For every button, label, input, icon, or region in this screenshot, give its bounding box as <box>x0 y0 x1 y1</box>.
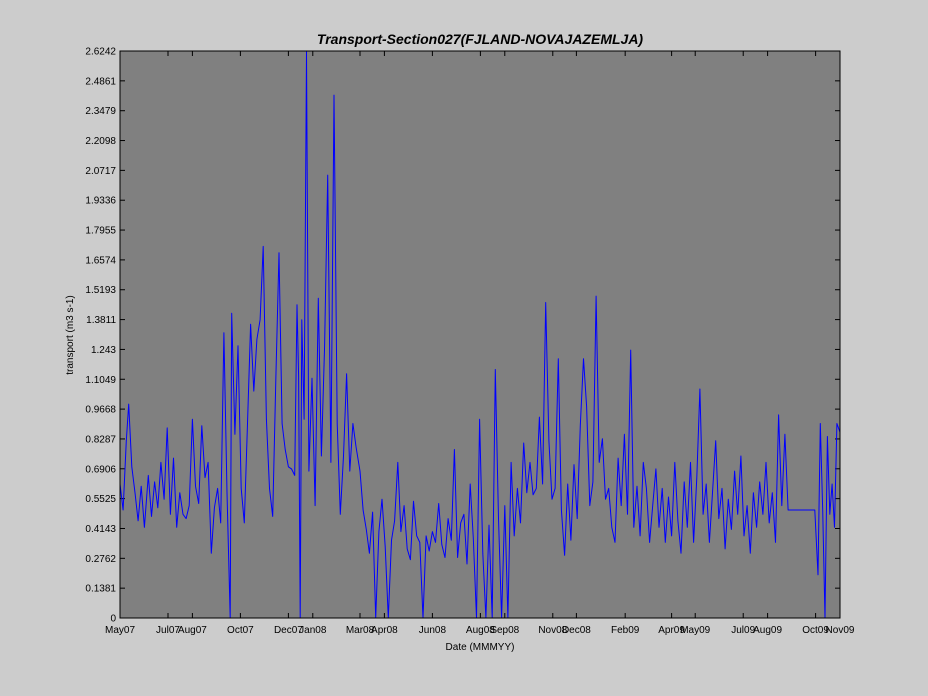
y-tick-label: 1.6574 <box>85 255 116 266</box>
x-tick-label: Aug08 <box>466 625 495 636</box>
y-tick-label: 0.6906 <box>85 464 116 475</box>
series-layer <box>119 51 841 619</box>
x-axis-label: Date (MMMYY) <box>446 642 515 653</box>
y-tick-label: 1.1049 <box>85 375 116 386</box>
chart-title: Transport-Section027(FJLAND-NOVAJAZEMLJA… <box>317 31 644 47</box>
y-tick-label: 0 <box>110 614 116 625</box>
x-tick-label: Jul07 <box>156 625 180 636</box>
x-tick-label: Jan08 <box>299 625 327 636</box>
x-tick-label: Mar08 <box>346 625 375 636</box>
plot-frame <box>119 50 841 619</box>
y-tick-label: 1.3811 <box>86 315 116 326</box>
x-tick-label: May09 <box>680 625 710 636</box>
x-tick-label: Dec07 <box>274 625 303 636</box>
y-tick-label: 0.2762 <box>85 554 116 565</box>
x-tick-label: Nov08 <box>538 625 567 636</box>
x-tick-label: Jul09 <box>731 625 755 636</box>
y-axis: 0 0.1381 0.2762 0.4143 0.5525 0.6906 0.8287 0.9… <box>85 47 840 625</box>
y-tick-label: 2.6242 <box>85 47 116 58</box>
x-tick-label: Aug09 <box>753 625 782 636</box>
y-tick-label: 0.8287 <box>85 434 116 445</box>
y-tick-label: 0.9668 <box>85 405 116 416</box>
x-tick-label: Oct07 <box>227 625 254 636</box>
y-tick-label: 2.3479 <box>85 106 116 117</box>
x-tick-label: Sep08 <box>490 625 519 636</box>
y-tick-label: 1.9336 <box>85 196 116 207</box>
x-tick-label: Nov09 <box>826 625 855 636</box>
x-tick-label: Apr09 <box>658 625 685 636</box>
x-tick-label: Feb09 <box>611 625 640 636</box>
y-tick-label: 0.1381 <box>85 584 116 595</box>
y-tick-label: 2.0717 <box>85 166 116 177</box>
y-tick-label: 1.5193 <box>85 285 116 296</box>
x-tick-label: Dec08 <box>562 625 591 636</box>
y-tick-label: 1.243 <box>91 345 116 356</box>
x-tick-label: Jun08 <box>419 625 447 636</box>
y-tick-label: 2.4861 <box>85 76 116 87</box>
x-tick-label: May07 <box>105 625 135 636</box>
x-tick-label: Oct09 <box>802 625 829 636</box>
series-line-0 <box>119 51 841 619</box>
y-tick-label: 2.2098 <box>85 136 116 147</box>
y-axis-label: transport (m3 s-1) <box>65 295 76 374</box>
plot-area <box>120 51 840 618</box>
y-tick-label: 1.7955 <box>85 226 116 237</box>
y-tick-label: 0.5525 <box>85 494 116 505</box>
y-tick-label: 0.4143 <box>85 524 116 535</box>
x-tick-label: Aug07 <box>178 625 207 636</box>
x-tick-label: Apr08 <box>371 625 398 636</box>
